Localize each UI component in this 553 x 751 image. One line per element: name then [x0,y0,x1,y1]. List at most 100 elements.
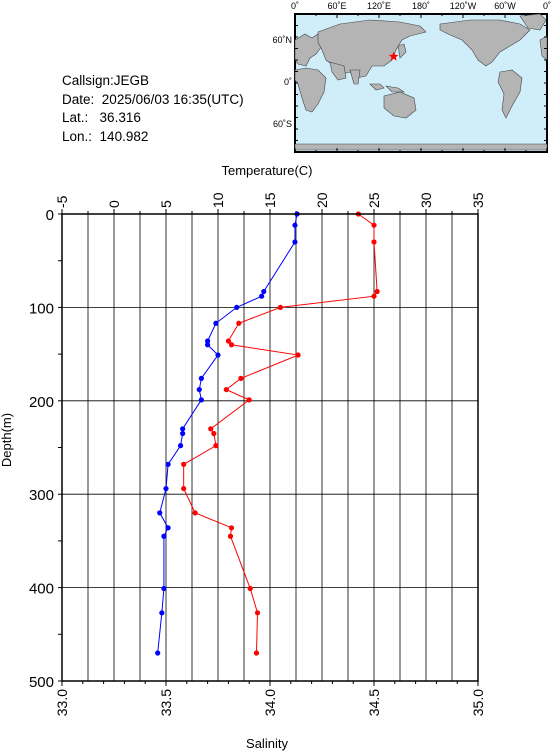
depth-tick-label: 100 [29,300,54,317]
salinity-point [159,610,165,616]
salinity-tick-label: 34.0 [262,689,278,716]
temperature-point [247,585,253,592]
map-lon-label: 60˚E [327,1,346,11]
callsign-label: Callsign: [62,73,114,88]
salinity-point [198,375,204,381]
salinity-point [180,426,186,432]
temperature-tick-label: 0 [106,200,122,208]
map-lat-label: 0˚ [284,77,292,87]
temperature-tick-label: 35 [470,192,486,208]
date-value: 2025/06/03 16:35(UTC) [101,91,244,107]
temperature-point [227,533,234,539]
chart-series [155,211,380,656]
map-lat-label: 60˚N [272,35,292,45]
salinity-point [213,320,219,326]
salinity-point [157,510,163,516]
lon-label: Lon.: [62,128,93,144]
map-lat-label: 60˚S [273,119,292,129]
depth-axis-label: Depth(m) [0,413,14,467]
temperature-point [228,525,235,531]
temperature-point [228,342,235,348]
lat-value: 36.316 [99,110,141,125]
map-lon-label: 120˚E [367,1,391,11]
salinity-point [205,338,211,344]
temperature-tick-labels: -5 0 5 10 15 20 25 30 35 [54,192,486,208]
map-lon-label: 0˚ [291,1,299,11]
temperature-point [253,650,260,656]
map-lon-label: 0˚ [543,1,551,11]
salinity-point [205,342,211,348]
temperature-point [192,510,198,516]
world-map: 0˚ 60˚E 120˚E 180˚ 120˚W 60˚W 0˚ 60˚N 0˚… [272,1,551,153]
chart-ticks [58,209,479,686]
temperature-point [236,320,242,326]
salinity-point [163,485,169,492]
temperature-point [211,430,217,437]
map-land [294,13,548,151]
salinity-axis-label: Salinity [246,736,288,751]
map-lon-label: 120˚W [450,1,477,11]
salinity-point [165,525,171,531]
depth-tick-label: 400 [29,581,54,598]
plot-frame [61,213,479,682]
salinity-point [261,288,267,295]
temperature-tick-label: 15 [262,192,278,208]
temperature-point [181,461,187,467]
salinity-point [292,239,298,245]
temperature-point [277,304,283,310]
date-label: Date: [62,91,95,107]
location-marker-icon [388,51,399,61]
temperature-point [223,386,229,393]
callsign-value: JEGB [113,73,150,88]
salinity-tick-label: 34.5 [366,689,382,716]
temperature-point [374,288,380,295]
location-marker-star [388,51,399,61]
temperature-tick-label: -5 [54,195,70,208]
salinity-point [177,443,184,449]
map-graticule-ticks [294,13,548,153]
temperature-point [225,338,231,344]
salinity-tick-label: 33.0 [54,689,70,716]
salinity-point [196,386,202,393]
depth-tick-label: 300 [29,487,54,504]
temperature-point [238,375,244,381]
salinity-tick-labels: 33.0 33.5 34.0 34.5 35.0 [54,689,486,716]
depth-tick-label: 0 [46,207,54,224]
temperature-axis-label: Temperature(C) [221,163,312,178]
lon-value: 140.982 [99,128,149,144]
callsign-row: Callsign:JEGB [62,72,244,91]
temperature-tick-label: 5 [158,200,174,208]
depth-tick-label: 200 [29,394,54,411]
temperature-point [208,426,214,432]
date-row: Date: 2025/06/03 16:35(UTC) [62,91,244,110]
salinity-point [234,304,240,310]
salinity-point [215,352,221,358]
salinity-point [180,430,186,437]
lat-row: Lat.: 36.316 [62,109,244,128]
salinity-point [161,533,167,539]
salinity-tick-label: 35.0 [470,689,486,716]
salinity-point [292,222,298,228]
temperature-point [371,222,377,228]
salinity-point [259,293,265,299]
salinity-line [157,213,298,654]
map-left-labels: 60˚N 0˚ 60˚S [272,35,292,129]
temperature-point [371,239,377,245]
salinity-point [155,650,161,656]
depth-tick-labels: 0 100 200 300 400 500 [29,207,54,691]
temperature-point [295,352,301,358]
temperature-point [181,485,187,492]
temperature-point [254,610,261,616]
lat-label: Lat.: [62,110,89,125]
depth-tick-label: 500 [29,674,54,691]
map-lon-label: 180˚ [412,1,430,11]
salinity-point [161,585,167,592]
temperature-point [371,293,377,299]
temperature-tick-label: 25 [366,192,382,208]
salinity-point [165,461,171,467]
lon-row: Lon.: 140.982 [62,128,244,147]
map-lon-label: 60˚W [494,1,516,11]
temperature-tick-label: 10 [210,192,226,208]
temperature-point [213,443,219,449]
